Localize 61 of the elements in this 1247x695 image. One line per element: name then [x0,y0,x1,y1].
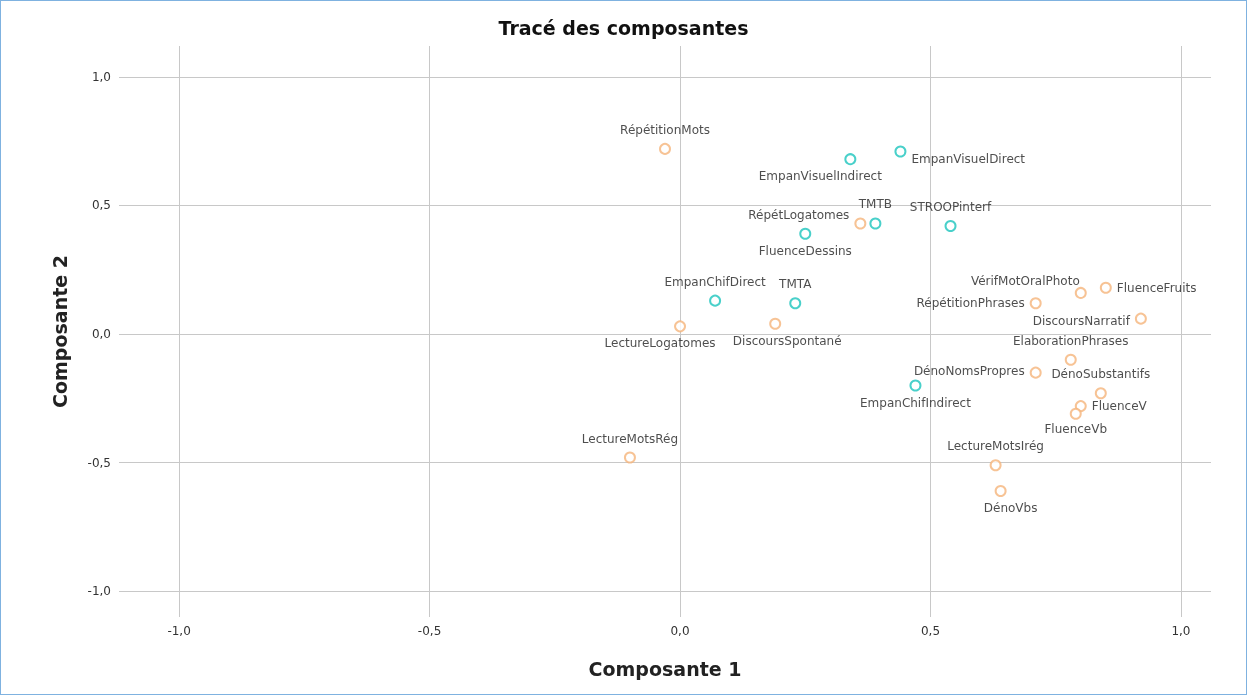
point [1074,400,1087,413]
x-tick-label: 0,5 [920,624,941,638]
point [623,451,636,464]
y-tick-label: -1,0 [87,584,111,599]
data-label: DénoNomsPropres [913,363,1025,378]
data-label: FluenceFruits [1116,280,1197,295]
x-axis-title: Composante 1 [588,657,742,680]
point [854,217,867,230]
data-label: TMTB [857,197,893,212]
point [659,142,671,155]
point [1099,281,1112,294]
data-label: FluenceDessins [758,243,852,258]
data-label: DénoVbs [983,500,1038,515]
x-tick-label: 0,0 [670,624,690,638]
data-label: DénoSubstantifs [1051,367,1151,382]
point [1029,297,1042,310]
data-label: LectureMotsRég [581,431,679,446]
data-label: RépétitionMots [620,122,710,137]
data-label: RépétLogatomes [748,208,850,223]
data-label: LectureMotsIrég [947,439,1044,454]
data-label: EmpanChifIndirect [860,395,972,410]
y-tick-label: 0,5 [91,198,111,213]
point [1134,312,1147,325]
data-label: EmpanVisuelDirect [911,152,1026,167]
point [1069,407,1082,420]
x-tick-label: -1,0 [167,624,191,638]
point [789,297,802,310]
point [989,459,1002,472]
data-label: RépétitionPhrases [916,296,1025,311]
data-label: EmpanVisuelIndirect [758,169,883,184]
point [1029,366,1042,379]
point [894,145,907,158]
point [944,220,957,233]
data-label: LectureLogatomes [604,336,716,351]
point [994,484,1007,497]
data-label: DiscoursNarratif [1032,313,1131,328]
chart-title: Tracé des composantes [498,16,749,39]
point [674,320,687,333]
y-tick-label: -0,5 [87,455,111,470]
point [769,317,782,330]
x-tick-label: -0,5 [417,624,442,638]
y-tick-label: 0,0 [91,327,111,342]
point [909,379,922,392]
data-label: DiscoursSpontané [732,333,842,348]
data-label: EmpanChifDirect [664,274,767,289]
y-axis-title: Composante 2 [48,255,71,408]
point [1074,286,1087,299]
y-tick-label: 1,0 [91,69,111,84]
point [709,294,722,307]
data-label: VérifMotOralPhoto [970,273,1080,288]
point [1094,387,1107,400]
data-label: TMTA [778,277,813,292]
data-label: FluenceVb [1044,421,1108,436]
point [1064,353,1077,366]
point [844,153,857,166]
data-label: ElaborationPhrases [1012,333,1129,348]
point [869,217,882,230]
point [799,227,812,240]
data-label: FluenceV [1091,399,1148,414]
data-label: STROOPinterf [909,200,992,215]
x-tick-label: 1,0 [1171,624,1191,638]
